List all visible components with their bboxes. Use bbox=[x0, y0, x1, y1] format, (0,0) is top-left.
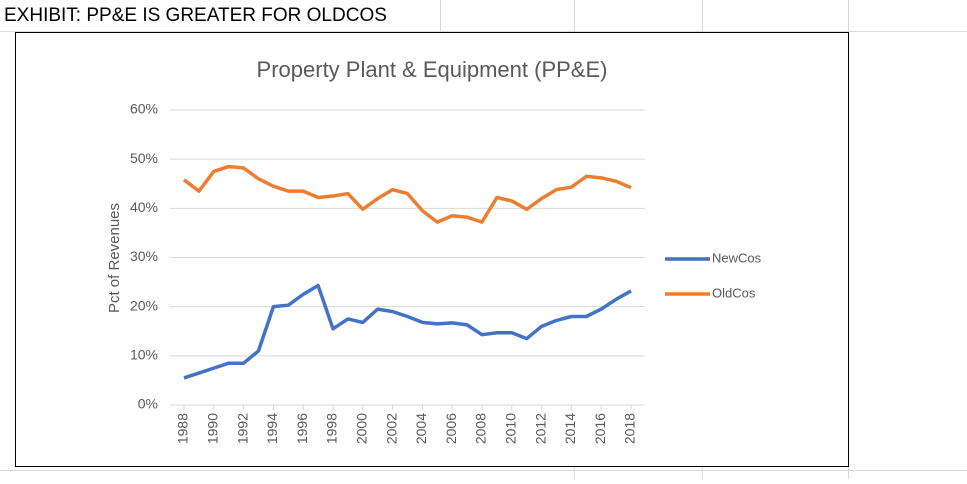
y-tick-label: 50% bbox=[130, 150, 158, 166]
x-tick-label: 1992 bbox=[234, 413, 250, 444]
x-tick-label: 2002 bbox=[383, 413, 399, 444]
x-tick-label: 2006 bbox=[443, 413, 459, 444]
x-tick-label: 2010 bbox=[503, 413, 519, 444]
x-tick-label: 1990 bbox=[205, 413, 221, 444]
x-tick-label: 2012 bbox=[532, 413, 548, 444]
y-tick-label: 0% bbox=[138, 396, 158, 412]
y-tick-label: 60% bbox=[130, 101, 158, 117]
x-tick-label: 1988 bbox=[175, 413, 191, 444]
x-tick-label: 2004 bbox=[413, 413, 429, 444]
x-tick-label: 2000 bbox=[354, 413, 370, 444]
y-tick-label: 30% bbox=[130, 248, 158, 264]
x-tick-label: 1994 bbox=[264, 413, 280, 444]
x-tick-label: 2018 bbox=[622, 413, 638, 444]
x-tick-label: 2016 bbox=[592, 413, 608, 444]
chart-title: Property Plant & Equipment (PP&E) bbox=[257, 57, 608, 82]
x-tick-label: 1998 bbox=[324, 413, 340, 444]
legend-label: NewCos bbox=[712, 250, 762, 265]
series-line bbox=[182, 164, 632, 224]
sheet-title: EXHIBIT: PP&E IS GREATER FOR OLDCOS bbox=[4, 5, 387, 26]
x-tick-label: 2008 bbox=[473, 413, 489, 444]
y-tick-label: 40% bbox=[130, 199, 158, 215]
x-tick-label: 2014 bbox=[562, 413, 578, 444]
y-tick-label: 10% bbox=[130, 347, 158, 363]
legend-label: OldCos bbox=[712, 285, 756, 300]
x-tick-label: 1996 bbox=[294, 413, 310, 444]
y-axis-label: Pct of Revenues bbox=[106, 203, 123, 313]
chart-frame bbox=[15, 32, 849, 467]
y-tick-label: 20% bbox=[130, 297, 158, 313]
series-line bbox=[183, 283, 632, 380]
